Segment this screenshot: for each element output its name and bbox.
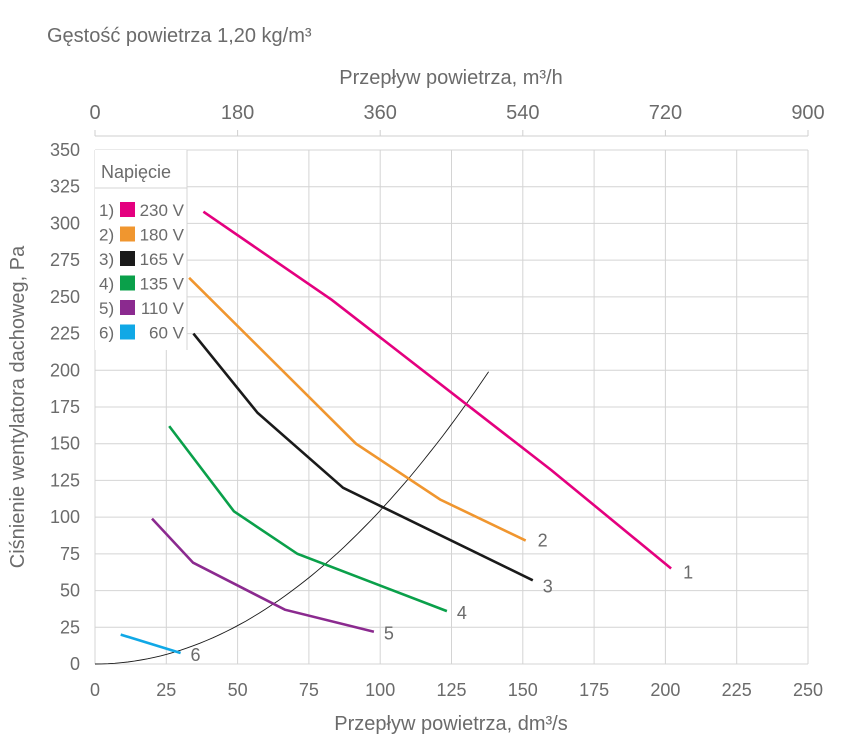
- series-end-label-5: 5: [384, 624, 394, 644]
- legend-label: 230 V: [140, 201, 185, 220]
- top-tick-label: 0: [89, 102, 100, 124]
- legend-swatch: [120, 226, 135, 242]
- x-tick-label: 200: [650, 680, 680, 700]
- legend-swatch: [120, 202, 135, 217]
- system-curve: [94, 371, 489, 665]
- legend-index: 3): [99, 250, 114, 269]
- series-end-label-1: 1: [683, 563, 693, 583]
- legend-index: 6): [99, 324, 114, 343]
- top-tick-label: 540: [506, 102, 539, 124]
- legend-label: 165 V: [140, 250, 185, 269]
- x-tick-label: 25: [156, 680, 176, 700]
- y-tick-label: 0: [70, 654, 80, 674]
- top-tick-label: 720: [649, 102, 682, 124]
- y-tick-label: 250: [50, 287, 80, 307]
- x-tick-label: 125: [436, 680, 466, 700]
- series-line-2: [188, 276, 527, 542]
- x-tick-label: 250: [793, 680, 823, 700]
- legend-label: 180 V: [140, 226, 185, 245]
- series-line-3: [192, 332, 534, 582]
- y-tick-label: 275: [50, 250, 80, 270]
- y-tick-label: 325: [50, 177, 80, 197]
- legend-index: 2): [99, 226, 114, 245]
- y-tick-label: 225: [50, 324, 80, 344]
- series-line-4: [168, 425, 448, 613]
- legend-swatch: [120, 300, 135, 315]
- curves: 1 2 3 4 5 6: [94, 210, 693, 665]
- y-tick-label: 350: [50, 140, 80, 160]
- y-tick-label: 25: [60, 617, 80, 637]
- series-line-6: [120, 633, 181, 655]
- series-line-5: [151, 517, 375, 633]
- legend-box: [95, 150, 187, 350]
- legend: Napięcie 1) 230 V 2) 180 V 3) 165 V 4) 135 V 5) 11…: [95, 150, 188, 350]
- y-tick-label: 75: [60, 544, 80, 564]
- x-tick-label: 225: [722, 680, 752, 700]
- y-tick-label: 150: [50, 434, 80, 454]
- y-tick-label: 175: [50, 397, 80, 417]
- chart-title: Gęstość powietrza 1,20 kg/m³: [47, 25, 312, 47]
- y-tick-label: 300: [50, 213, 80, 233]
- y-tick-label: 200: [50, 360, 80, 380]
- series-end-label-6: 6: [191, 645, 201, 665]
- legend-index: 4): [99, 275, 114, 294]
- x-tick-label: 175: [579, 680, 609, 700]
- top-tick-label: 360: [364, 102, 397, 124]
- legend-label: 60 V: [149, 324, 185, 343]
- legend-index: 5): [99, 299, 114, 318]
- y-tick-label: 100: [50, 507, 80, 527]
- axes: 0 25 50 75 100 125 150 175 200 225 250025507510012…: [50, 102, 825, 700]
- top-axis-title: Przepływ powietrza, m³/h: [339, 67, 562, 89]
- legend-title: Napięcie: [101, 162, 171, 182]
- grid: [94, 149, 809, 665]
- legend-swatch: [120, 275, 135, 291]
- legend-index: 1): [99, 201, 114, 220]
- top-tick-label: 180: [221, 102, 254, 124]
- y-tick-label: 50: [60, 581, 80, 601]
- y-tick-label: 125: [50, 470, 80, 490]
- x-axis-title: Przepływ powietrza, dm³/s: [334, 713, 567, 735]
- x-tick-label: 50: [228, 680, 248, 700]
- legend-label: 135 V: [140, 275, 185, 294]
- series-line-1: [202, 210, 672, 570]
- legend-label: 110 V: [141, 299, 185, 318]
- x-tick-label: 100: [365, 680, 395, 700]
- top-tick-label: 900: [791, 102, 824, 124]
- x-tick-label: 0: [90, 680, 100, 700]
- legend-swatch: [120, 324, 135, 340]
- x-tick-label: 75: [299, 680, 319, 700]
- y-axis-title: Ciśnienie wentylatora dachoweg, Pa: [7, 245, 29, 568]
- series-end-label-3: 3: [543, 576, 553, 596]
- series-end-label-4: 4: [457, 603, 467, 623]
- x-tick-label: 150: [508, 680, 538, 700]
- series-end-label-2: 2: [538, 531, 548, 551]
- legend-swatch: [120, 251, 135, 266]
